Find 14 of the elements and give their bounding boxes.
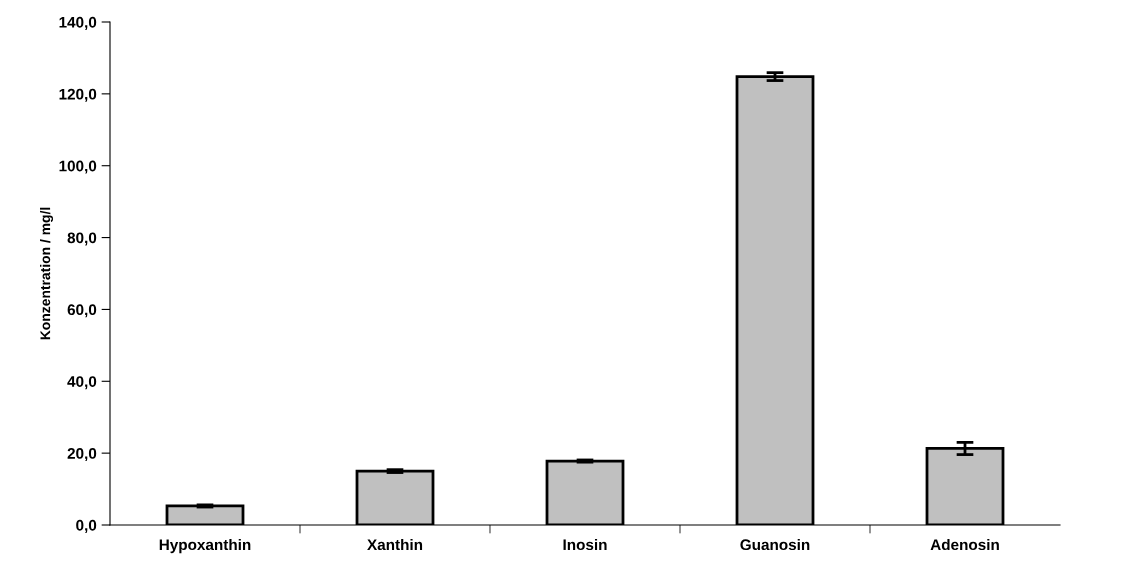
- y-tick-label: 40,0: [67, 376, 97, 390]
- x-tick-label: Inosin: [563, 538, 607, 551]
- y-tick-label: 0,0: [76, 519, 97, 533]
- x-tick-label: Guanosin: [740, 538, 810, 551]
- y-axis-title: Konzentration / mg/l: [40, 207, 54, 340]
- y-tick-label: 140,0: [59, 16, 97, 30]
- y-tick-label: 100,0: [59, 160, 97, 174]
- x-tick-label: Hypoxanthin: [159, 538, 251, 554]
- x-tick-label: Adenosin: [930, 538, 999, 551]
- x-tick-label: Xanthin: [367, 538, 423, 551]
- y-tick-label: 120,0: [59, 88, 97, 102]
- y-tick-label: 60,0: [67, 304, 97, 318]
- y-tick-label: 20,0: [67, 448, 97, 462]
- y-tick-label: 80,0: [67, 232, 97, 246]
